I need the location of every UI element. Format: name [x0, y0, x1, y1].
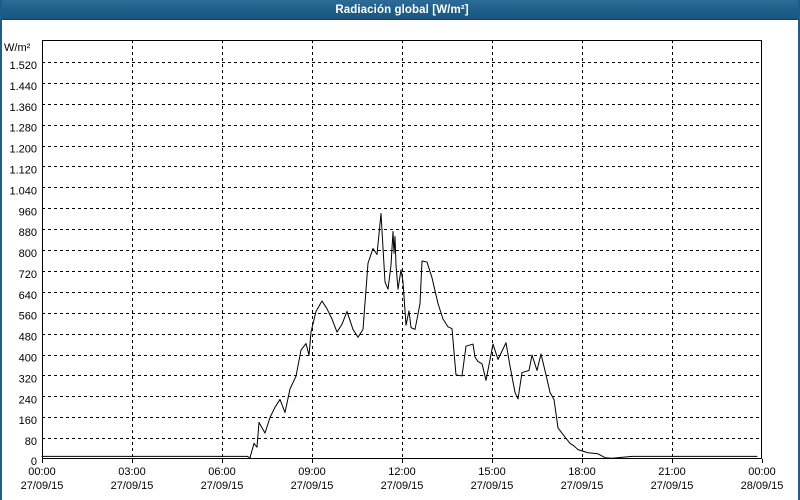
svg-text:00:00: 00:00 [28, 466, 56, 478]
svg-text:480: 480 [19, 332, 37, 344]
svg-text:09:00: 09:00 [298, 466, 326, 478]
svg-text:27/09/15: 27/09/15 [651, 480, 694, 492]
svg-text:03:00: 03:00 [118, 466, 146, 478]
svg-text:960: 960 [19, 206, 37, 218]
svg-text:27/09/15: 27/09/15 [561, 480, 604, 492]
svg-text:560: 560 [19, 311, 37, 323]
svg-text:80: 80 [25, 436, 37, 448]
svg-text:00:00: 00:00 [748, 466, 776, 478]
svg-text:240: 240 [19, 394, 37, 406]
svg-text:1.520: 1.520 [9, 60, 37, 72]
svg-text:880: 880 [19, 227, 37, 239]
svg-text:27/09/15: 27/09/15 [21, 480, 64, 492]
svg-text:1.360: 1.360 [9, 102, 37, 114]
svg-text:27/09/15: 27/09/15 [381, 480, 424, 492]
svg-text:12:00: 12:00 [388, 466, 416, 478]
svg-text:06:00: 06:00 [208, 466, 236, 478]
svg-text:28/09/15: 28/09/15 [741, 480, 784, 492]
svg-text:27/09/15: 27/09/15 [111, 480, 154, 492]
svg-text:27/09/15: 27/09/15 [471, 480, 514, 492]
svg-text:800: 800 [19, 248, 37, 260]
svg-text:18:00: 18:00 [568, 466, 596, 478]
svg-text:27/09/15: 27/09/15 [201, 480, 244, 492]
svg-text:720: 720 [19, 269, 37, 281]
svg-text:1.120: 1.120 [9, 164, 37, 176]
svg-text:1.280: 1.280 [9, 123, 37, 135]
svg-text:1.200: 1.200 [9, 144, 37, 156]
svg-text:1.040: 1.040 [9, 185, 37, 197]
svg-text:1.440: 1.440 [9, 81, 37, 93]
svg-text:400: 400 [19, 353, 37, 365]
svg-text:21:00: 21:00 [658, 466, 686, 478]
svg-text:W/m²: W/m² [4, 42, 31, 54]
svg-text:27/09/15: 27/09/15 [291, 480, 334, 492]
svg-text:160: 160 [19, 415, 37, 427]
svg-text:320: 320 [19, 373, 37, 385]
svg-text:640: 640 [19, 290, 37, 302]
svg-text:15:00: 15:00 [478, 466, 506, 478]
